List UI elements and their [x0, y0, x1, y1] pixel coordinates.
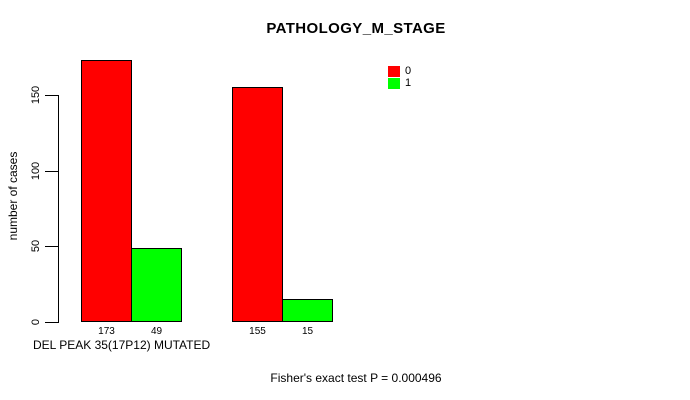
- y-tick-label: 50: [30, 239, 42, 253]
- legend-swatch-red-icon: [388, 66, 400, 77]
- bar-value-label: 49: [150, 326, 163, 337]
- legend: 0 1: [388, 66, 411, 90]
- y-tick-mark: [45, 246, 59, 247]
- y-axis-label: number of cases: [6, 151, 20, 241]
- x-axis-label: DEL PEAK 35(17P12) MUTATED: [33, 338, 211, 352]
- bar-series1-group2: [282, 299, 333, 322]
- bar-series1-group1: [131, 248, 182, 322]
- y-tick-mark: [45, 95, 59, 96]
- bar-series0-group2: [232, 87, 283, 322]
- bar-series0-group1: [81, 60, 132, 322]
- legend-swatch-green-icon: [388, 78, 400, 89]
- legend-label: 0: [405, 65, 412, 77]
- y-tick-label: 100: [30, 161, 42, 181]
- legend-item: 1: [388, 78, 411, 89]
- bar-value-label: 15: [301, 326, 314, 337]
- chart-title: PATHOLOGY_M_STAGE: [266, 20, 446, 37]
- y-tick-label: 150: [30, 85, 42, 105]
- y-tick-mark: [45, 171, 59, 172]
- fisher-test-annotation: Fisher's exact test P = 0.000496: [270, 371, 442, 385]
- legend-item: 0: [388, 66, 411, 77]
- bar-value-label: 173: [98, 326, 115, 337]
- bar-value-label: 155: [249, 326, 266, 337]
- legend-label: 1: [405, 77, 412, 89]
- y-tick-label: 0: [30, 318, 42, 326]
- y-tick-mark: [45, 322, 59, 323]
- y-axis-line: [58, 95, 59, 323]
